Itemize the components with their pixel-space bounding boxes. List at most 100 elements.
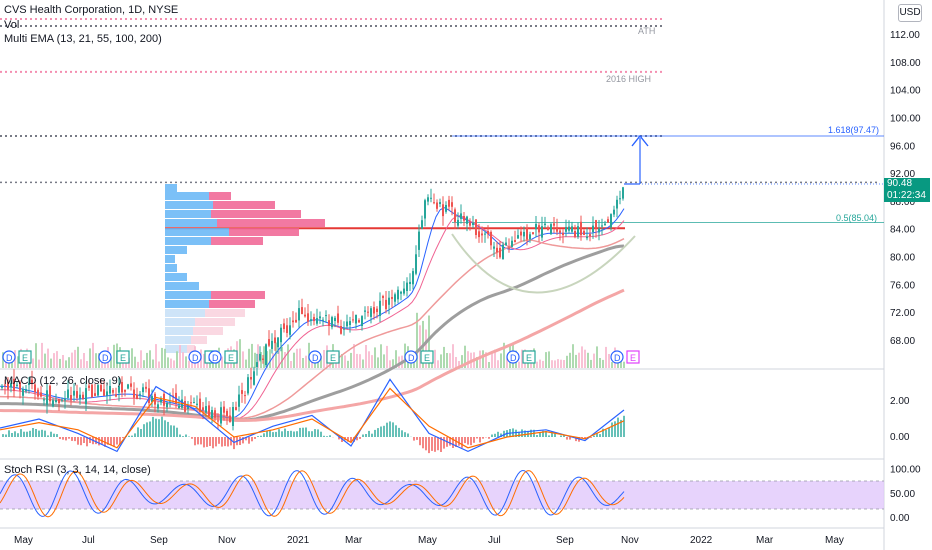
macd-histogram-bar	[503, 430, 505, 437]
event-markers[interactable]: DEDEDEDEDEDEDEDE	[2, 350, 640, 364]
macd-line[interactable]	[0, 378, 625, 453]
macd-histogram-bar	[32, 428, 34, 437]
vol-label[interactable]: Vol	[4, 19, 20, 31]
macd-histogram-bar	[560, 435, 562, 437]
stoch-k-line[interactable]	[0, 470, 625, 517]
volume-bar	[173, 360, 175, 368]
volume-bar	[239, 339, 241, 368]
macd-histogram-bar	[566, 437, 568, 440]
macd-histogram-bar	[413, 437, 415, 441]
volume-bar	[437, 360, 439, 368]
macd-histogram-bar	[245, 437, 247, 441]
macd-histogram-bar	[164, 420, 166, 437]
macd-histogram-bar	[362, 434, 364, 437]
candle-body	[595, 220, 597, 229]
volume-bar	[596, 346, 598, 368]
volume-bar	[110, 356, 112, 368]
volume-bar	[71, 352, 73, 368]
volume-bar	[359, 354, 361, 368]
volume-bar	[341, 354, 343, 368]
macd-histogram-bar	[428, 437, 430, 454]
volume-bar	[353, 344, 355, 368]
candle-body	[190, 402, 192, 404]
volume-bar	[68, 357, 70, 368]
volume-bar	[203, 353, 205, 368]
volume-bar	[374, 347, 376, 368]
candle-body	[505, 242, 507, 246]
macd-histogram-bar	[392, 422, 394, 437]
candle-body	[499, 247, 501, 258]
earnings-marker[interactable]: E	[420, 350, 434, 364]
dividend-marker[interactable]: D	[506, 350, 520, 364]
volume-bar	[464, 345, 466, 368]
macd-histogram-bar	[218, 437, 220, 444]
volume-bar	[50, 358, 52, 368]
volume-bar	[575, 354, 577, 368]
volume-bar	[479, 350, 481, 368]
vp-down-bar	[205, 309, 245, 317]
earnings-marker[interactable]: E	[326, 350, 340, 364]
macd-histogram-bar	[551, 431, 553, 437]
macd-histogram-bar	[458, 437, 460, 446]
earnings-marker[interactable]: E	[116, 350, 130, 364]
macd-histogram-bar	[152, 416, 154, 437]
dividend-marker[interactable]: D	[610, 350, 624, 364]
macd-label[interactable]: MACD (12, 26, close, 9)	[4, 375, 122, 387]
candle-body	[598, 228, 600, 233]
time-tick-label: Mar	[756, 535, 774, 546]
volume-bar	[434, 349, 436, 368]
stoch-d-line[interactable]	[0, 470, 625, 518]
volume-bar	[59, 358, 61, 368]
candle-body	[391, 297, 393, 299]
ema-55-line[interactable]	[0, 238, 625, 419]
candle-body	[109, 386, 111, 394]
dividend-marker[interactable]: D	[98, 350, 112, 364]
ema-100-line[interactable]	[0, 244, 625, 422]
macd-histogram-bar	[221, 437, 223, 447]
stoch-label[interactable]: Stoch RSI (3, 3, 14, 14, close)	[4, 464, 151, 476]
macd-histogram-bar	[50, 431, 52, 437]
dividend-marker[interactable]: D	[188, 350, 202, 364]
volume-bar	[368, 351, 370, 368]
earnings-marker[interactable]: E	[626, 350, 640, 364]
dividend-marker[interactable]: D	[404, 350, 418, 364]
candle-body	[274, 337, 276, 344]
candle-body	[565, 227, 567, 232]
earnings-marker[interactable]: E	[522, 350, 536, 364]
signal-line[interactable]	[0, 387, 625, 449]
volume-bar	[545, 352, 547, 368]
dividend-marker[interactable]: D	[208, 350, 222, 364]
candle-body	[379, 300, 381, 316]
macd-histogram-bar	[128, 435, 130, 437]
candle-body	[589, 234, 591, 236]
candle-body	[400, 291, 402, 294]
volume-bar	[134, 356, 136, 368]
ema-label[interactable]: Multi EMA (13, 21, 55, 100, 200)	[4, 33, 162, 45]
volume-bar	[275, 342, 277, 368]
earnings-marker[interactable]: E	[224, 350, 238, 364]
volume-bar	[293, 352, 295, 368]
price-axis[interactable]: 112.00 108.00 104.00 100.00 96.00 92.00 88.00 8…	[890, 30, 921, 524]
macd-histogram-bar	[11, 433, 13, 437]
dividend-marker[interactable]: D	[2, 350, 16, 364]
chart-title[interactable]: CVS Health Corporation, 1D, NYSE	[4, 4, 179, 16]
earnings-marker[interactable]: E	[18, 350, 32, 364]
macd-histogram-bar	[89, 437, 91, 443]
macd-histogram-bar	[68, 437, 70, 439]
candle-body	[13, 378, 15, 392]
currency-button[interactable]: USD	[898, 4, 922, 22]
candle-body	[616, 199, 618, 209]
macd-histogram-bar	[518, 431, 520, 437]
macd-histogram-bar	[131, 435, 133, 437]
ema-21-line[interactable]	[0, 215, 625, 421]
candle-body	[556, 227, 558, 232]
time-tick-label: Jul	[82, 535, 95, 546]
volume-bar	[389, 360, 391, 368]
ema-200-line[interactable]	[0, 288, 625, 422]
dividend-marker[interactable]: D	[308, 350, 322, 364]
candle-body	[28, 383, 30, 385]
volume-bar	[11, 360, 13, 368]
time-tick-label: Nov	[218, 535, 236, 546]
time-axis[interactable]: May Jul Sep Nov 2021 Mar May Jul Sep Nov 2022 Mar Ma…	[14, 535, 844, 546]
volume-bar	[56, 351, 58, 368]
